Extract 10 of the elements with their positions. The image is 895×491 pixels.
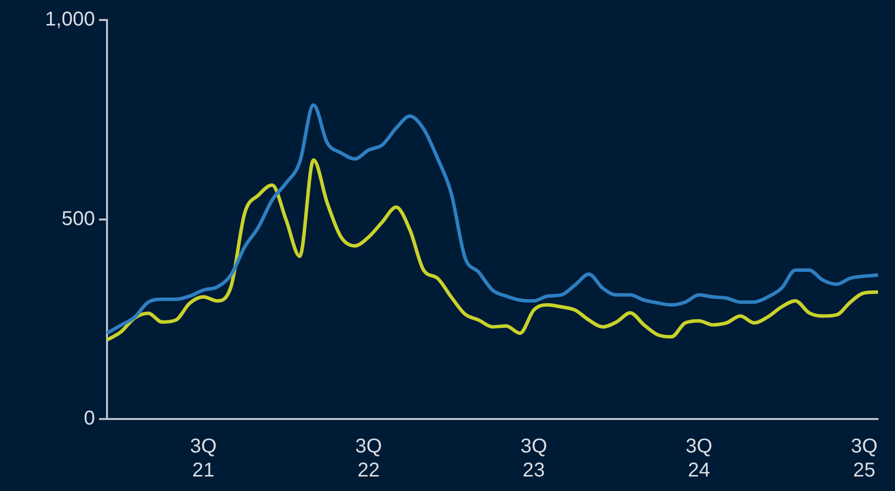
y-tick-label: 500	[62, 208, 95, 230]
x-tick-label: 3Q 22	[355, 436, 382, 482]
x-tick-label: 3Q 24	[686, 436, 712, 482]
line-series	[105, 103, 880, 335]
y-tick-label: 0	[84, 408, 95, 430]
x-tick-label: 3Q 23	[520, 436, 548, 482]
x-tick-label: 3Q 21	[190, 436, 217, 482]
line-series	[105, 158, 880, 342]
x-tick-label: 3Q 25	[850, 436, 878, 482]
y-tick-label: 1,000	[44, 8, 95, 31]
